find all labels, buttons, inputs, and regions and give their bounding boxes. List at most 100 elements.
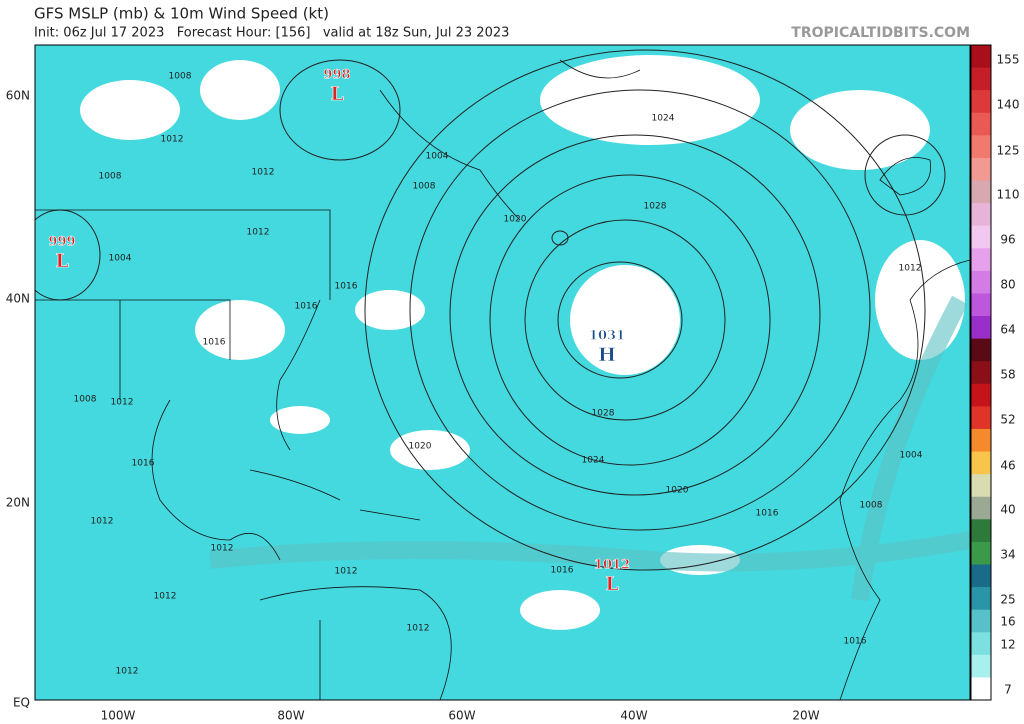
isobar-label: 1004 (900, 451, 923, 461)
longitude-label: 40W (620, 709, 647, 723)
colorbar-label: 40 (1000, 503, 1015, 517)
strong-wind-band (209, 295, 970, 602)
colorbar-segment (971, 338, 991, 362)
isobar-label: 1012 (161, 135, 184, 145)
colorbar-label: 16 (1000, 615, 1015, 629)
isobar-label: 1012 (407, 624, 430, 634)
colorbar-segment (971, 135, 991, 159)
latitude-label: 60N (6, 89, 30, 103)
isobar-label: 1016 (844, 637, 867, 647)
colorbar-segment (971, 270, 991, 294)
pressure-symbol: L (55, 250, 68, 272)
title: GFS MSLP (mb) & 10m Wind Speed (kt) (34, 5, 329, 23)
pressure-symbol: H (598, 344, 616, 366)
colorbar-segment (971, 90, 991, 114)
colorbar-segment (971, 157, 991, 182)
isobar-label: 1016 (756, 509, 779, 519)
isobar-label: 1012 (335, 567, 358, 577)
subtitle: Init: 06z Jul 17 2023 Forecast Hour: [15… (34, 26, 509, 41)
isobar-label: 1028 (644, 202, 667, 212)
isobar-label: 1008 (413, 182, 436, 192)
colorbar-label: 7 (1004, 683, 1012, 697)
colorbar-segment (971, 293, 991, 317)
colorbar-segment (971, 361, 991, 385)
isobar-label: 1012 (899, 264, 922, 274)
colorbar-label: 52 (1000, 413, 1015, 427)
isobar-label: 1012 (252, 168, 275, 178)
colorbar-segment (971, 383, 991, 407)
colorbar-label: 34 (1000, 548, 1015, 562)
isobar-label: 1012 (247, 228, 270, 238)
colorbar-label: 46 (1000, 459, 1015, 473)
colorbar-segment (971, 451, 991, 475)
longitude-label: 20W (792, 709, 819, 723)
colorbar-segment (971, 609, 991, 633)
colorbar-label: 58 (1000, 368, 1015, 382)
watermark: TROPICALTIDBITS.COM (791, 25, 970, 41)
colorbar-segment (971, 316, 991, 340)
isobar-label: 1016 (295, 302, 318, 312)
isobars (35, 49, 946, 571)
colorbar-label: 64 (1000, 323, 1015, 337)
pressure-value: 999 (48, 235, 75, 250)
colorbar-segment (971, 632, 991, 656)
colorbar-label: 12 (1000, 638, 1015, 652)
isobar-label: 1016 (551, 566, 574, 576)
isobar-label: 1020 (666, 486, 689, 496)
isobar-label: 1016 (132, 459, 155, 469)
colorbar-label: 96 (1000, 233, 1015, 247)
colorbar-segment (971, 406, 991, 430)
map-frame (34, 44, 971, 701)
longitude-label: 80W (277, 709, 304, 723)
isobar-label: 1024 (652, 114, 675, 124)
coastlines (35, 59, 970, 700)
isobar-label: 1012 (116, 667, 139, 677)
colorbar-label: 155 (997, 53, 1020, 67)
colorbar-segment (971, 677, 991, 701)
colorbar-segment (971, 112, 991, 136)
isobar-label: 1008 (860, 501, 883, 511)
isobar-label: 1020 (504, 215, 527, 225)
isobar-label: 1004 (109, 254, 132, 264)
isobar-label: 1028 (592, 409, 615, 419)
pressure-value: 1012 (594, 558, 630, 573)
isobar-label: 1012 (211, 544, 234, 554)
isobar-label: 1020 (409, 442, 432, 452)
colorbar-segment (971, 428, 991, 453)
pressure-symbol: L (330, 83, 343, 105)
isobar-label: 1008 (99, 172, 122, 182)
latitude-label: 40N (6, 292, 30, 306)
colorbar-segment (971, 225, 991, 249)
colorbar-segment (971, 496, 991, 520)
colorbar-segment (971, 474, 991, 498)
colorbar-segment (971, 587, 991, 611)
colorbar-segment (971, 564, 991, 588)
colorbar-label: 125 (997, 144, 1020, 158)
pressure-value: 998 (323, 68, 350, 83)
isobar-label: 1012 (111, 398, 134, 408)
pressure-value: 1031 (589, 329, 625, 344)
colorbar-segment (971, 541, 991, 565)
longitude-label: 60W (448, 709, 475, 723)
isobar-label: 1004 (426, 152, 449, 162)
colorbar-segment (971, 654, 991, 678)
isobar-label: 1008 (74, 395, 97, 405)
colorbar-segment (971, 248, 991, 272)
isobar-label: 1008 (169, 72, 192, 82)
latitude-label: EQ (13, 696, 30, 710)
colorbar-frame (970, 44, 992, 701)
colorbar-label: 140 (997, 98, 1020, 112)
colorbar-label: 80 (1000, 278, 1015, 292)
colorbar-segment (971, 519, 991, 543)
isobar-label: 1016 (203, 338, 226, 348)
latitude-label: 20N (6, 496, 30, 510)
colorbar-segment (971, 45, 991, 69)
isobar-label: 1012 (154, 592, 177, 602)
isobar-label: 1012 (91, 517, 114, 527)
map (35, 45, 970, 700)
colorbar-segment (971, 203, 991, 227)
colorbar-label: 110 (997, 188, 1020, 202)
colorbar-segment (971, 67, 991, 91)
